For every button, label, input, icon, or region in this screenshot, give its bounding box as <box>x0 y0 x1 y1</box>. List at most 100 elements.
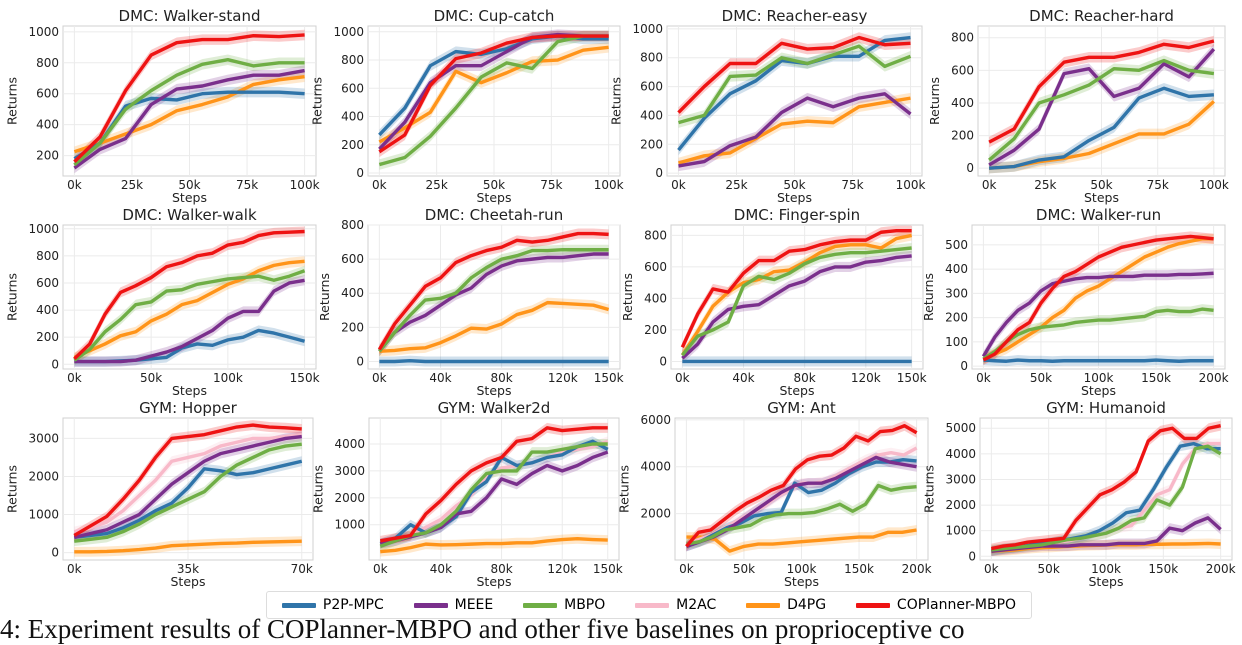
subplot-title: DMC: Reacher-hard <box>1029 7 1174 25</box>
x-tick-label: 70k <box>291 562 313 576</box>
y-tick-label: 0 <box>966 161 974 175</box>
band-p2p-mpc <box>379 30 609 141</box>
line-d4pg <box>982 237 1214 361</box>
line-coplanner-mbpo <box>73 229 305 361</box>
x-tick-label: 40k <box>429 371 451 385</box>
line-coplanner-mbpo <box>677 35 911 114</box>
y-tick-label: 400 <box>951 96 974 110</box>
subplot-title: DMC: Walker-stand <box>119 7 261 25</box>
figure-caption: 4: Experiment results of COPlanner-MBPO … <box>0 614 965 644</box>
band-meee <box>682 250 912 364</box>
line-mbpo <box>681 246 912 357</box>
x-tick-label: 100k <box>290 178 320 192</box>
y-tick-label: 0 <box>968 549 976 563</box>
y-tick-label: 200 <box>36 149 59 163</box>
x-axis-label: Steps <box>780 383 815 398</box>
y-axis-label: Returns <box>922 465 937 513</box>
band-p2p-mpc <box>74 456 302 543</box>
line-mbpo <box>988 58 1215 162</box>
y-tick-label: 200 <box>945 311 968 325</box>
y-tick-label: 200 <box>640 137 663 151</box>
band-coplanner-mbpo <box>74 420 302 541</box>
x-tick-label: 150k <box>594 371 624 385</box>
x-tick-label: 0k <box>671 178 686 192</box>
x-tick-label: 50k <box>178 178 200 192</box>
x-tick-label: 80k <box>794 371 816 385</box>
y-tick-label: 2000 <box>945 498 976 512</box>
x-tick-label: 100k <box>1091 562 1121 576</box>
x-tick-label: 100k <box>594 178 624 192</box>
legend-label: MBPO <box>564 597 606 613</box>
x-tick-label: 0k <box>67 178 82 192</box>
y-axis-label: Returns <box>317 273 332 321</box>
subplot-title: DMC: Reacher-easy <box>722 7 868 25</box>
line-d4pg <box>380 537 608 554</box>
y-tick-label: 400 <box>36 303 59 317</box>
y-tick-label: 3000 <box>28 431 59 445</box>
x-tick-label: 0k <box>373 562 388 576</box>
y-tick-label: 400 <box>640 108 663 122</box>
line-meee <box>981 271 1214 358</box>
y-tick-label: 800 <box>341 53 364 67</box>
subplot-dmc-cup-catch: 0 200 400 600 800 1000 0k 25k 50k 75k 100k DMC: Cup… <box>310 7 624 205</box>
line-p2p-mpc <box>74 459 303 540</box>
legend-swatch <box>281 602 316 608</box>
subplot-title: GYM: Ant <box>767 399 836 417</box>
y-tick-label: 2000 <box>334 491 365 505</box>
x-tick-label: 50k <box>783 178 805 192</box>
y-axis-label: Returns <box>921 273 936 321</box>
band-mbpo <box>74 439 302 547</box>
x-axis-label: Steps <box>477 190 512 205</box>
line-coplanner-mbpo <box>73 423 302 537</box>
legend-item-meee: MEEE <box>413 597 494 613</box>
line-p2p-mpc <box>379 439 609 546</box>
subplot-dmc-walker-stand: 200 400 600 800 1000 0k 25k 50k 75k 100k DMC: Walk… <box>5 7 320 205</box>
y-tick-label: 1000 <box>333 25 364 39</box>
subplot-title: GYM: Walker2d <box>438 399 551 417</box>
x-tick-label: 40k <box>732 371 754 385</box>
y-tick-label: 600 <box>640 80 663 94</box>
y-tick-label: 800 <box>951 31 974 45</box>
legend-item-mbpo: MBPO <box>523 597 605 613</box>
y-tick-label: 400 <box>644 291 667 305</box>
line-d4pg <box>378 45 609 144</box>
subplot-title: GYM: Hopper <box>139 399 238 417</box>
x-tick-label: 0k <box>675 371 690 385</box>
legend-label: MEEE <box>454 597 494 613</box>
subplot-title: GYM: Humanoid <box>1046 399 1166 417</box>
y-tick-label: 1000 <box>632 22 663 36</box>
x-axis-label: Steps <box>784 574 819 589</box>
y-tick-label: 100 <box>945 335 968 349</box>
y-tick-label: 1000 <box>28 25 59 39</box>
line-meee <box>681 254 912 360</box>
band-d4pg <box>74 256 305 363</box>
line-mbpo <box>678 44 912 125</box>
y-tick-label: 2000 <box>640 507 671 521</box>
line-mbpo <box>74 442 302 543</box>
x-tick-label: 120k <box>851 371 881 385</box>
band-p2p-mpc <box>989 83 1214 174</box>
subplot-gym-ant: 2000 4000 6000 0k 50k 100k 150k 200k GYM: Ant Ste… <box>617 399 932 589</box>
y-tick-label: 1000 <box>334 518 365 532</box>
y-axis-label: Returns <box>927 77 942 125</box>
subplot-dmc-finger-spin: 0 200 400 600 800 0k 40k 80k 120k 150k DMC: Finger… <box>620 206 926 398</box>
y-axis-label: Returns <box>311 465 326 513</box>
y-tick-label: 0 <box>51 357 59 371</box>
y-tick-label: 800 <box>341 218 364 232</box>
x-tick-label: 200k <box>1206 562 1236 576</box>
line-coplanner-mbpo <box>990 424 1222 551</box>
line-d4pg <box>686 528 917 553</box>
x-tick-label: 25k <box>725 178 747 192</box>
y-tick-label: 2000 <box>28 469 59 483</box>
y-tick-label: 200 <box>341 320 364 334</box>
line-mbpo <box>982 307 1214 361</box>
y-axis-label: Returns <box>310 77 325 125</box>
legend-label: M2AC <box>676 597 717 613</box>
subplot-title: DMC: Walker-walk <box>122 206 257 224</box>
y-tick-label: 600 <box>341 252 364 266</box>
subplot-dmc-cheetah-run: 0 200 400 600 800 0k 40k 80k 120k 150k DMC: Cheeta… <box>317 206 623 398</box>
x-tick-label: 40k <box>430 562 452 576</box>
x-tick-label: 35k <box>177 562 199 576</box>
y-tick-label: 600 <box>341 81 364 95</box>
x-tick-label: 100k <box>213 371 243 385</box>
